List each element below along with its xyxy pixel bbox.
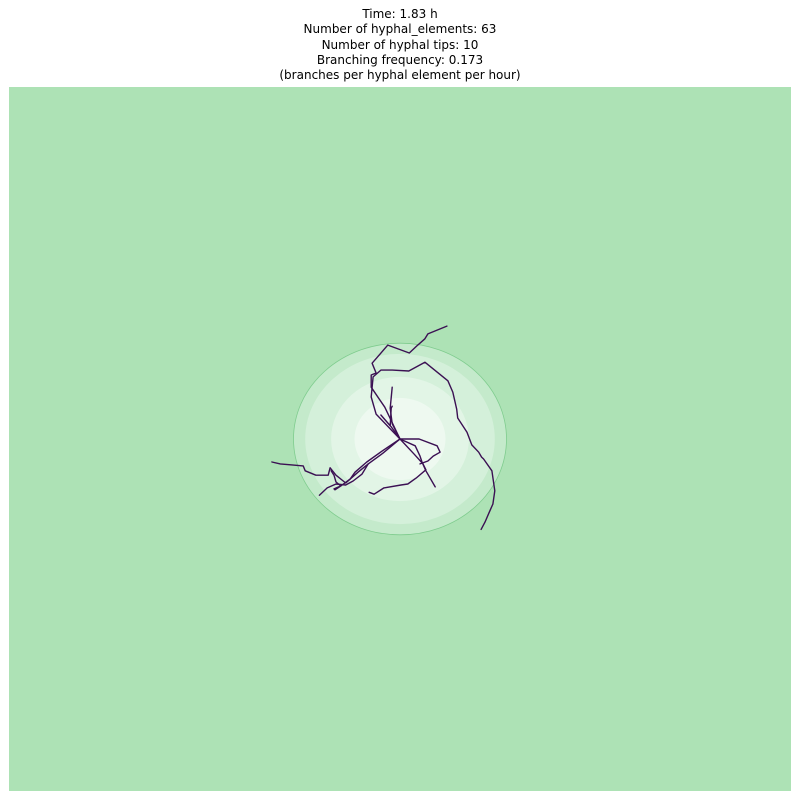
chart-title: Time: 1.83 h Number of hyphal_elements: … (0, 7, 800, 83)
title-hyphal-tips: Number of hyphal tips: 10 (321, 37, 479, 52)
hypha-4 (380, 405, 401, 440)
hyphae-layer (271, 325, 496, 531)
title-hyphal-elements: Number of hyphal_elements: 63 (303, 22, 497, 37)
title-time: Time: 1.83 h (362, 7, 438, 21)
hypha-7 (368, 438, 427, 495)
hypha-9 (318, 438, 401, 496)
title-branching-units: (branches per hyphal element per hour) (279, 68, 521, 83)
hypha-1 (370, 325, 448, 440)
hypha-5 (399, 438, 441, 465)
hypha-6 (399, 438, 436, 488)
hypha-8 (330, 438, 401, 491)
hypha-10 (271, 461, 369, 484)
hypha-2 (370, 361, 496, 531)
title-branching-frequency: Branching frequency: 0.173 (316, 52, 484, 67)
